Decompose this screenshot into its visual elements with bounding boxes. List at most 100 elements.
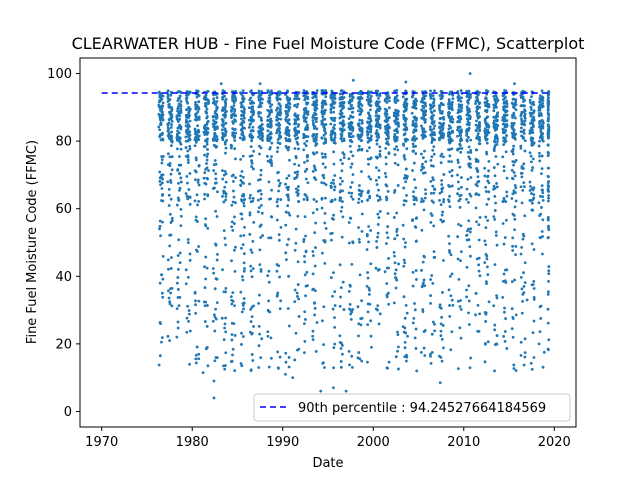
ffmc-point — [306, 97, 310, 101]
ffmc-point — [315, 200, 318, 203]
ffmc-point — [206, 90, 210, 93]
ffmc-point — [232, 104, 236, 107]
ffmc-point — [306, 181, 310, 185]
ffmc-point — [377, 322, 381, 326]
ffmc-point — [523, 116, 527, 120]
ffmc-point — [457, 278, 461, 281]
ffmc-point — [170, 216, 174, 220]
ffmc-point — [492, 103, 496, 107]
ffmc-point — [494, 230, 498, 234]
ffmc-point — [213, 287, 217, 291]
ffmc-point — [168, 339, 172, 342]
ffmc-point — [376, 107, 380, 111]
ffmc-point — [266, 309, 270, 313]
ffmc-point — [239, 174, 243, 178]
ffmc-point — [466, 98, 470, 102]
ffmc-point — [239, 212, 243, 216]
ffmc-point — [276, 204, 279, 208]
ffmc-point — [204, 98, 207, 101]
ffmc-point — [161, 118, 165, 122]
ffmc-point — [494, 155, 498, 158]
ffmc-point — [251, 135, 255, 139]
ffmc-point — [404, 180, 408, 184]
ffmc-point — [161, 94, 165, 98]
ffmc-point — [313, 289, 317, 293]
ffmc-point — [459, 336, 463, 340]
ffmc-point — [160, 106, 164, 110]
ffmc-point — [494, 116, 498, 120]
ffmc-point — [394, 101, 398, 105]
ffmc-point — [160, 187, 164, 190]
ffmc-point — [375, 122, 378, 126]
ffmc-point — [501, 280, 505, 283]
ffmc-point — [230, 298, 234, 302]
ffmc-point — [286, 121, 290, 125]
ffmc-point — [268, 120, 272, 123]
ffmc-point — [528, 180, 532, 184]
ffmc-point — [194, 141, 198, 144]
ffmc-point — [439, 203, 443, 207]
ffmc-point — [546, 224, 550, 228]
ffmc-point — [158, 115, 162, 119]
ffmc-point — [329, 276, 333, 279]
ffmc-point — [539, 304, 543, 308]
ffmc-point — [356, 305, 360, 309]
ffmc-point — [286, 307, 290, 310]
ffmc-point — [375, 129, 379, 132]
ffmc-point — [296, 194, 300, 197]
ffmc-point — [203, 223, 207, 226]
ffmc-point — [469, 254, 472, 258]
ffmc-point — [475, 110, 478, 113]
ffmc-point — [532, 100, 535, 104]
ffmc-point — [161, 137, 165, 141]
ffmc-point — [223, 185, 227, 189]
ffmc-point — [241, 125, 245, 129]
ffmc-point — [160, 291, 164, 295]
ffmc-point — [287, 107, 291, 111]
ffmc-point — [204, 277, 208, 281]
ffmc-point — [514, 186, 518, 190]
ffmc-point — [448, 170, 452, 174]
ffmc-point — [438, 305, 442, 309]
ffmc-point — [475, 257, 479, 261]
ffmc-point — [296, 348, 299, 352]
ffmc-point — [305, 167, 309, 171]
ffmc-point — [412, 161, 416, 165]
ffmc-point — [411, 90, 415, 93]
ffmc-point — [469, 162, 472, 166]
ffmc-point — [532, 356, 536, 359]
ffmc-point — [385, 133, 389, 137]
ffmc-point — [332, 386, 335, 390]
ffmc-point — [547, 196, 550, 200]
ffmc-point — [412, 190, 415, 194]
ffmc-point — [320, 251, 324, 255]
ffmc-point — [284, 372, 287, 376]
ffmc-point — [161, 255, 165, 258]
ffmc-point — [422, 130, 426, 134]
ffmc-point — [415, 216, 419, 220]
ffmc-point — [359, 194, 363, 198]
ffmc-point — [537, 109, 541, 112]
ffmc-point — [487, 190, 491, 194]
ffmc-point — [211, 115, 215, 119]
ffmc-point — [339, 347, 343, 350]
ffmc-point — [377, 122, 381, 126]
ffmc-point — [456, 128, 459, 132]
ffmc-point — [177, 131, 181, 135]
ffmc-point — [532, 197, 535, 201]
ffmc-point — [431, 184, 435, 188]
ffmc-point — [358, 273, 362, 277]
ffmc-point — [430, 115, 434, 119]
ffmc-point — [315, 98, 319, 102]
ffmc-point — [523, 104, 526, 108]
ffmc-point — [385, 108, 389, 112]
ffmc-point — [456, 148, 459, 152]
ffmc-point — [529, 361, 533, 365]
ffmc-point — [197, 118, 201, 121]
ffmc-point — [297, 297, 301, 301]
ffmc-point — [170, 120, 174, 123]
ffmc-point — [523, 214, 527, 218]
ffmc-point — [528, 151, 532, 155]
ffmc-point — [207, 169, 210, 172]
ffmc-point — [366, 198, 370, 202]
